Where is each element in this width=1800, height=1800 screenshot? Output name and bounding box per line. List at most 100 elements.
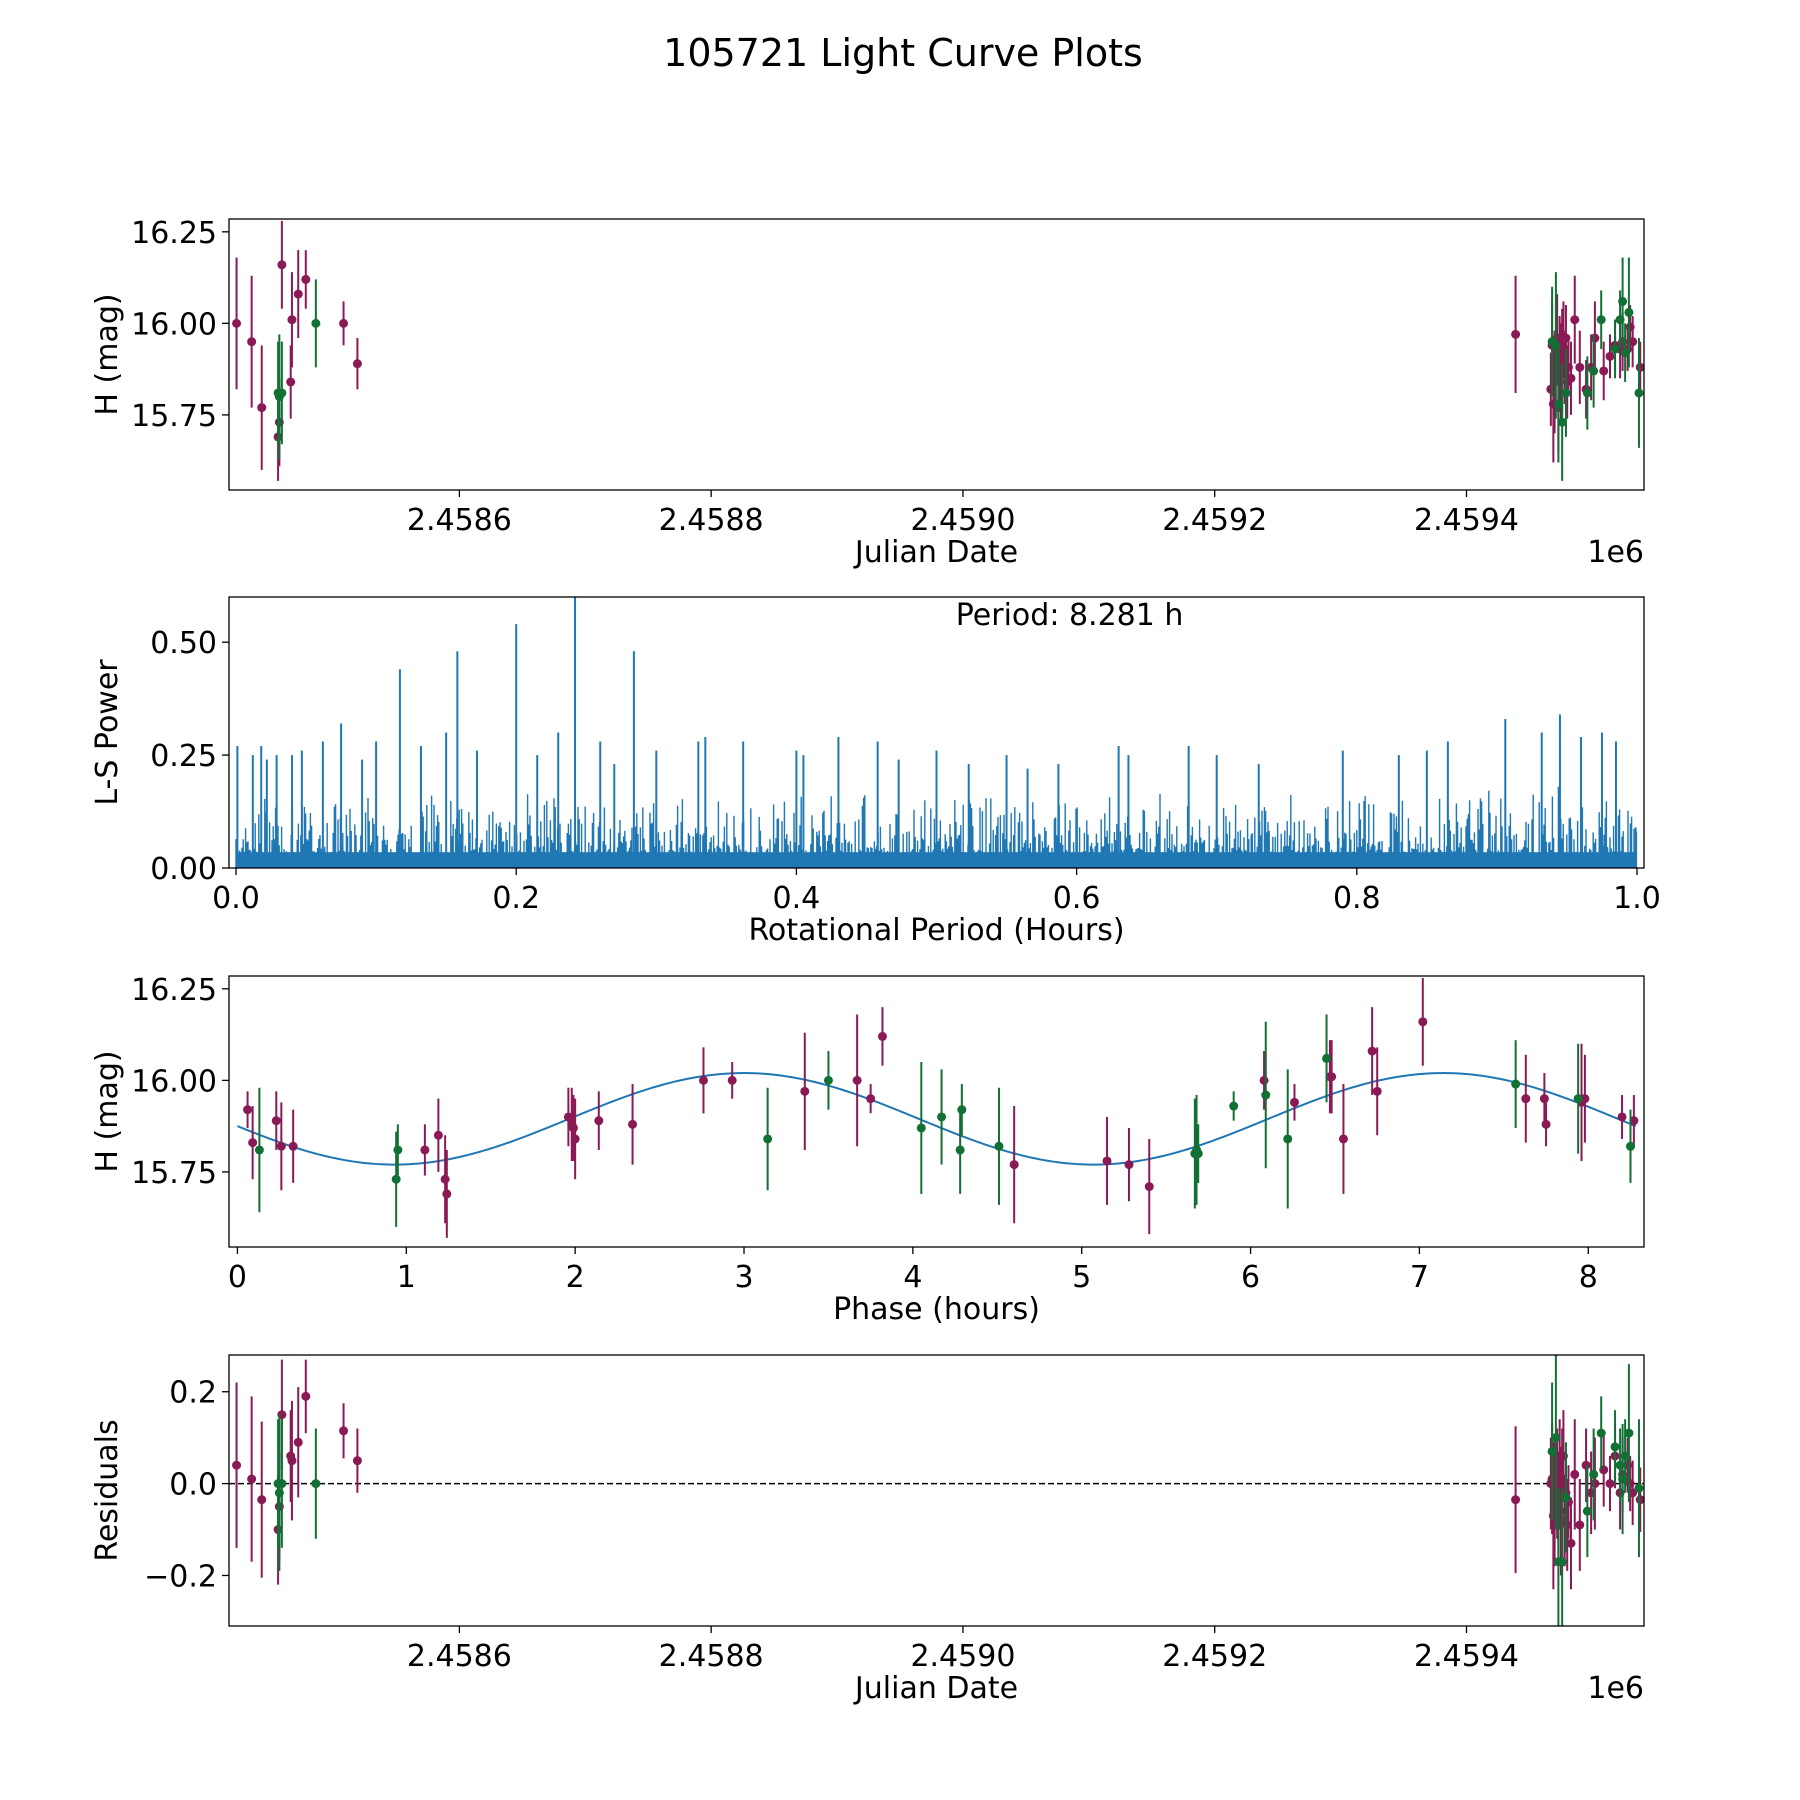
magenta-data-point [877,1031,887,1041]
magenta-data-point [594,1116,604,1126]
x-offset-label: 1e6 [1587,1671,1644,1706]
x-tick-label: 0.0 [212,881,260,916]
x-tick-label: 2.4592 [1162,503,1267,538]
green-data-point [1596,315,1606,325]
magenta-data-point [563,1112,573,1122]
phased-curve-panel: 0 1 2 3 4 5 6 7 8 15.75 16.00 16.25 Phase (hours) H (… [90,973,1645,1327]
axes-frame [228,596,1645,869]
magenta-data-point [1102,1156,1112,1166]
green-data-point [1610,1442,1620,1452]
magenta-data-point [339,318,349,328]
x-tick-label: 0.8 [1333,881,1381,916]
green-data-point [763,1134,773,1144]
fit-curve [237,1072,1637,1166]
magenta-data-point [866,1094,876,1104]
magenta-data-point [1575,362,1585,372]
x-tick-label: 5 [1072,1260,1091,1295]
magenta-data-point [1575,1520,1585,1530]
green-data-point [1557,1557,1567,1567]
magenta-data-point [1590,1479,1600,1489]
green-data-point [1557,417,1567,427]
magenta-data-point [628,1119,638,1129]
y-tick-label: 15.75 [131,399,217,434]
magenta-data-point [1367,1046,1377,1056]
green-data-point [1589,366,1599,376]
magenta-data-point [1605,351,1615,361]
green-data-point [391,1174,401,1184]
green-data-point [311,318,321,328]
green-data-point [1547,1446,1557,1456]
x-tick-label: 8 [1579,1260,1598,1295]
magenta-data-point [1590,333,1600,343]
green-data-point [1582,1506,1592,1516]
x-tick-label: 1.0 [1613,881,1661,916]
green-data-point [1620,348,1630,358]
green-data-point [1573,1094,1583,1104]
x-tick-label: 2.4594 [1414,503,1519,538]
x-tick-label: 2.4590 [910,503,1015,538]
x-tick-label: 2.4594 [1414,1639,1519,1674]
green-data-point [254,1145,264,1155]
magenta-data-point [800,1086,810,1096]
x-tick-label: 2.4588 [659,503,764,538]
magenta-data-point [420,1145,430,1155]
magenta-data-point [1511,1495,1521,1505]
green-data-point [1193,1149,1203,1159]
green-data-point [1322,1053,1332,1063]
magenta-data-point [257,1495,267,1505]
magenta-data-point [570,1134,580,1144]
green-data-point [1634,1483,1644,1493]
magenta-data-point [276,1141,286,1151]
magenta-data-point [1566,1538,1576,1548]
green-data-point [823,1075,833,1085]
magenta-data-point [247,337,257,347]
x-tick-label: 2.4590 [910,1639,1015,1674]
green-data-point [994,1141,1004,1151]
magenta-data-point [352,359,362,369]
magenta-data-point [442,1189,452,1199]
y-axis-label: H (mag) [90,1050,125,1172]
green-data-point [1610,344,1620,354]
green-data-point [1634,388,1644,398]
magenta-data-point [698,1075,708,1085]
magenta-data-point [301,274,311,284]
y-tick-label: 16.00 [131,307,217,342]
magenta-data-point [293,289,303,299]
green-data-point [1620,1451,1630,1461]
magenta-data-point [1124,1160,1134,1170]
magenta-data-point [1570,1469,1580,1479]
y-tick-label: 0.0 [169,1468,217,1503]
x-tick-label: 0 [228,1260,247,1295]
magenta-data-point [1580,1094,1590,1104]
green-data-point [1229,1101,1239,1111]
magenta-data-point [1338,1134,1348,1144]
magenta-data-point [1144,1182,1154,1192]
green-data-point [1596,1428,1606,1438]
magenta-data-point [248,1138,258,1148]
magenta-data-point [232,318,242,328]
green-data-point [1561,388,1571,398]
green-data-point [1624,307,1634,317]
magenta-data-point [1372,1086,1382,1096]
x-tick-label: 7 [1410,1260,1429,1295]
green-data-point [1553,399,1563,409]
magenta-data-point [301,1391,311,1401]
green-data-point [1618,296,1628,306]
x-axis-label: Julian Date [853,535,1018,570]
magenta-data-point [433,1130,443,1140]
magenta-data-point [1599,366,1609,376]
magenta-data-point [288,1141,298,1151]
magenta-data-point [568,1123,578,1133]
green-data-point [1561,1492,1571,1502]
plot-area [232,220,1644,481]
green-data-point [311,1479,321,1489]
x-tick-label: 4 [903,1260,922,1295]
magenta-data-point [1617,1112,1627,1122]
x-axis-label: Julian Date [853,1671,1018,1706]
y-tick-label: 15.75 [131,1156,217,1191]
magenta-data-point [352,1456,362,1466]
magenta-data-point [727,1075,737,1085]
magenta-data-point [1629,1116,1639,1126]
y-tick-label: 0.25 [150,739,217,774]
